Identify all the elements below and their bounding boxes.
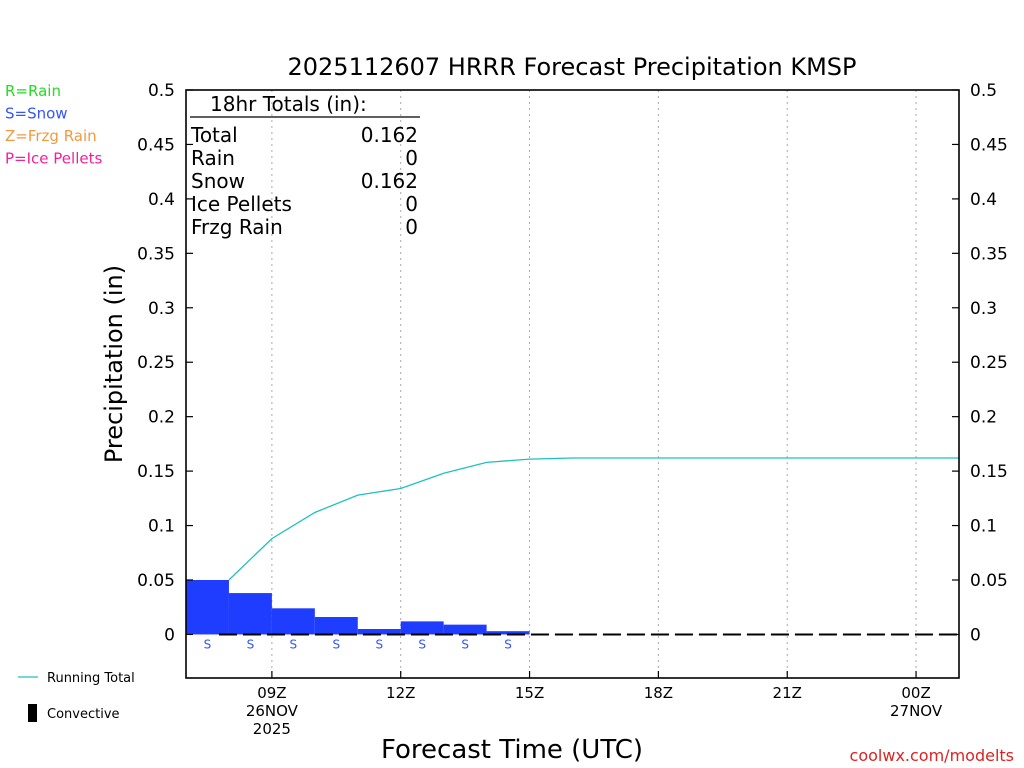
type-legend-item: Z=Frzg Rain [5, 127, 97, 145]
x-tick-label: 09Z [257, 684, 286, 702]
grid [271, 90, 917, 678]
y-tick-label-right: 0.4 [970, 190, 997, 210]
totals-row-value: 0 [405, 215, 418, 239]
precip-type-marker: S [204, 637, 212, 651]
precip-type-marker: S [375, 637, 383, 651]
totals-row-label: Frzg Rain [191, 215, 283, 239]
x-tick-label: 12Z [386, 684, 415, 702]
totals-row-label: Total [190, 123, 238, 147]
chart-title: 2025112607 HRRR Forecast Precipitation K… [287, 53, 856, 81]
x-axis-label: Forecast Time (UTC) [381, 735, 643, 765]
totals-row-value: 0 [405, 192, 418, 216]
totals-header: 18hr Totals (in): [210, 92, 367, 116]
precip-bar [228, 593, 272, 635]
type-legend-item: P=Ice Pellets [5, 150, 102, 168]
y-tick-label-right: 0.25 [970, 353, 1008, 373]
y-tick-label-right: 0.05 [970, 571, 1008, 591]
totals-box: 18hr Totals (in): Total 0.162 Rain 0 Snow 0.1… [190, 92, 420, 239]
bottom-legend: Running Total Convective [18, 671, 135, 722]
y-tick-label: 0.1 [148, 517, 175, 537]
y-tick-label: 0.45 [137, 135, 175, 155]
convective-legend-label: Convective [47, 707, 120, 722]
y-tick-label-right: 0.45 [970, 135, 1008, 155]
x-tick-label: 00Z [901, 684, 930, 702]
y-tick-label: 0.25 [137, 353, 175, 373]
x-tick-label: 15Z [515, 684, 544, 702]
totals-row-value: 0.162 [361, 123, 418, 147]
precip-type-marker: S [418, 637, 426, 651]
y-axis-label: Precipitation (in) [100, 265, 128, 463]
y-tick-label-right: 0.3 [970, 299, 997, 319]
totals-row-value: 0 [405, 146, 418, 170]
y-tick-label: 0.4 [148, 190, 175, 210]
precip-bar [443, 624, 487, 635]
precip-type-marker: S [290, 637, 298, 651]
running-total-legend-label: Running Total [47, 671, 135, 686]
y-axis-right: 0 0.05 0.1 0.15 0.2 0.25 0.3 0.35 0.4 0.45 0.5 [952, 81, 1008, 645]
y-tick-label: 0.3 [148, 299, 175, 319]
x-tick-label: 26NOV [246, 702, 299, 720]
y-tick-label: 0.2 [148, 408, 175, 428]
totals-row-value: 0.162 [361, 169, 418, 193]
y-tick-label-right: 0.2 [970, 408, 997, 428]
precip-type-legend: R=Rain S=Snow Z=Frzg Rain P=Ice Pellets [5, 82, 102, 168]
y-tick-label: 0 [164, 625, 175, 645]
precip-type-marker: S [504, 637, 512, 651]
y-tick-label: 0.15 [137, 462, 175, 482]
precip-bar [400, 621, 444, 635]
type-legend-item: S=Snow [5, 105, 68, 123]
running-total-line [228, 457, 959, 581]
precip-bar [186, 580, 229, 635]
y-tick-label-right: 0.15 [970, 462, 1008, 482]
y-tick-label: 0.05 [137, 571, 175, 591]
x-tick-label: 18Z [644, 684, 673, 702]
x-tick-label: 21Z [773, 684, 802, 702]
type-legend-item: R=Rain [5, 82, 61, 100]
x-tick-label: 2025 [253, 720, 291, 738]
bars [186, 580, 530, 635]
precip-type-marker: S [332, 637, 340, 651]
y-tick-label-right: 0 [970, 625, 981, 645]
y-tick-label-right: 0.35 [970, 244, 1008, 264]
convective-swatch [28, 704, 37, 722]
watermark: coolwx.com/modelts [850, 746, 1014, 765]
precip-bar [357, 629, 401, 635]
y-tick-label: 0.5 [148, 81, 175, 101]
totals-row-label: Snow [191, 169, 245, 193]
x-tick-label: 27NOV [890, 702, 943, 720]
totals-row-label: Ice Pellets [191, 192, 292, 216]
y-tick-label: 0.35 [137, 244, 175, 264]
totals-row-label: Rain [191, 146, 235, 170]
y-tick-label-right: 0.5 [970, 81, 997, 101]
precip-type-marker: S [461, 637, 469, 651]
precip-type-marker: S [247, 637, 255, 651]
precip-bar [271, 608, 315, 635]
y-tick-label-right: 0.1 [970, 517, 997, 537]
precip-bar [486, 631, 530, 635]
y-axis-left: 0 0.05 0.1 0.15 0.2 0.25 0.3 0.35 0.4 0.45 0.5 [137, 81, 193, 645]
precip-bar [314, 617, 358, 635]
plot-frame [185, 89, 960, 679]
